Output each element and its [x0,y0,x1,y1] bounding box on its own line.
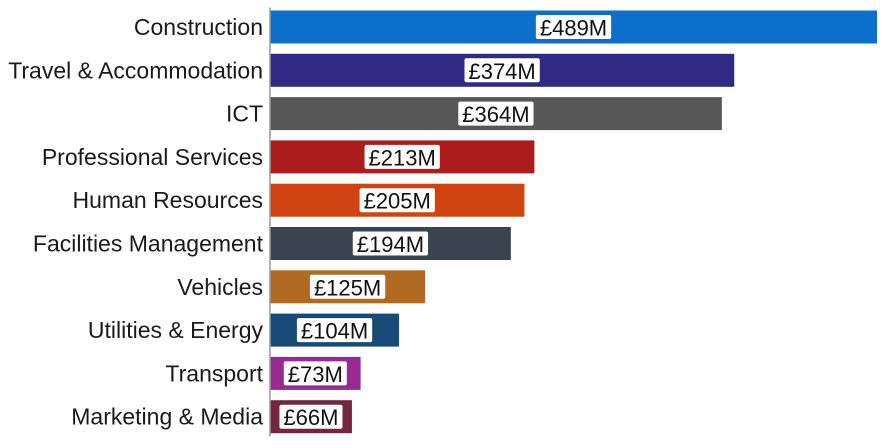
value-labels: £489M£374M £364M £213M £205M £194M £125M £104M… [279,15,612,430]
category-label-1: Travel & Accommodation [8,57,263,83]
category-label-6: Vehicles [177,274,263,300]
value-label-9: £66M [279,404,343,430]
value-label-text-6: £125M [314,275,381,300]
category-label-0: Construction [134,14,263,40]
category-label-5: Facilities Management [33,231,264,257]
value-label-text-4: £205M [364,189,431,214]
value-label-box-0 [535,15,612,39]
value-label-box-3 [364,144,440,169]
value-label-6: £125M [309,274,386,300]
category-labels: Construction Travel & Accommodation ICT Pro… [8,14,263,430]
value-label-box-1 [464,58,540,83]
value-label-box-6 [309,274,386,299]
value-label-text-3: £213M [369,145,436,170]
value-label-text-2: £364M [462,102,529,127]
value-label-box-2 [458,101,534,126]
category-label-9: Marketing & Media [71,404,263,430]
value-label-4: £205M [359,188,435,214]
value-label-text-9: £66M [283,405,338,430]
value-label-0: £489M [535,15,612,41]
category-label-2: ICT [226,101,263,127]
value-label-7: £104M [296,318,373,344]
value-label-text-0: £489M [540,16,607,41]
value-label-text-7: £104M [301,319,368,344]
value-label-box-8 [283,361,347,386]
category-label-7: Utilities & Energy [88,317,264,343]
value-label-3: £213M [364,144,440,170]
value-label-8: £73M [283,361,347,387]
value-label-text-5: £194M [357,232,424,257]
value-label-box-5 [352,231,429,256]
bars-group [270,10,877,434]
value-label-text-8: £73M [288,362,343,387]
value-label-1: £374M [464,58,540,84]
category-label-3: Professional Services [42,144,263,170]
value-label-2: £364M [458,101,534,127]
value-label-box-9 [279,404,343,429]
category-label-8: Transport [165,360,263,386]
value-label-box-4 [359,188,435,213]
category-label-4: Human Resources [73,187,263,213]
value-label-text-1: £374M [468,59,535,84]
value-label-box-7 [296,318,373,343]
value-label-5: £194M [352,231,429,257]
